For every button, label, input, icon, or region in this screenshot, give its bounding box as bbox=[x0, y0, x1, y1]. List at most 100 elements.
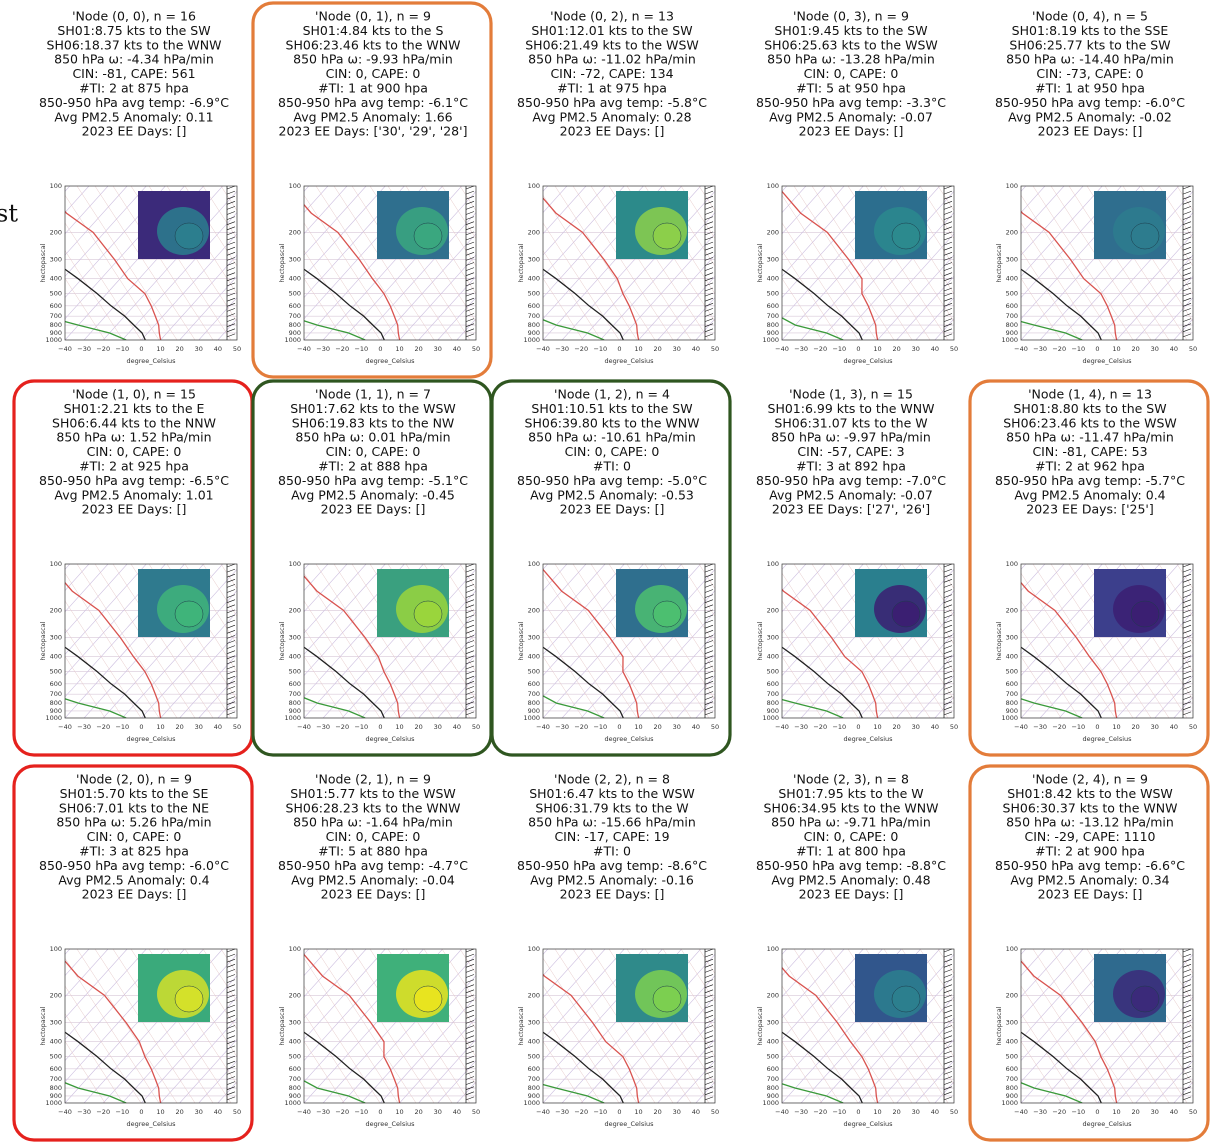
wind-barb bbox=[1183, 625, 1191, 628]
wind-barb bbox=[466, 1092, 474, 1095]
wind-barb bbox=[944, 329, 952, 332]
panel-text: Avg PM2.5 Anomaly: -0.07 bbox=[769, 487, 933, 502]
panel-text: 850-950 hPa avg temp: -3.3°C bbox=[756, 95, 946, 110]
wind-barb bbox=[705, 1026, 713, 1029]
wind-barb bbox=[227, 584, 235, 587]
x-axis-label: degree_Celsius bbox=[126, 1120, 176, 1128]
wind-barb bbox=[466, 237, 474, 240]
wind-barb bbox=[466, 268, 474, 271]
wind-barb bbox=[705, 954, 713, 957]
y-tick-label: 200 bbox=[50, 991, 62, 999]
x-axis-label: degree_Celsius bbox=[365, 735, 415, 743]
wind-barb bbox=[944, 206, 952, 209]
wind-barb bbox=[1183, 237, 1191, 240]
x-tick-label: −40 bbox=[1014, 345, 1028, 353]
wind-barb bbox=[466, 1071, 474, 1074]
wind-barb bbox=[944, 268, 952, 271]
adiabat bbox=[501, 186, 601, 340]
y-tick-label: 100 bbox=[767, 182, 779, 190]
isotherm bbox=[715, 949, 854, 1103]
wind-barb bbox=[944, 186, 952, 189]
x-axis-label: degree_Celsius bbox=[604, 357, 654, 365]
y-tick-label: 500 bbox=[50, 1053, 62, 1061]
panel-text: SH06:19.83 kts to the NW bbox=[292, 415, 455, 430]
panel-text: SH01:8.80 kts to the SW bbox=[1013, 401, 1166, 416]
x-tick-label: 20 bbox=[415, 1108, 423, 1116]
wind-barb bbox=[1183, 1000, 1191, 1003]
y-tick-label: 800 bbox=[767, 699, 779, 707]
isotherm bbox=[677, 949, 816, 1103]
y-tick-label: 200 bbox=[50, 606, 62, 614]
x-tick-label: 40 bbox=[931, 1108, 939, 1116]
x-tick-label: −40 bbox=[58, 1108, 72, 1116]
adiabat bbox=[740, 186, 840, 340]
x-tick-label: 50 bbox=[472, 723, 480, 731]
x-tick-label: −10 bbox=[832, 723, 846, 731]
panel-text: #TI: 1 at 800 hpa bbox=[796, 844, 906, 859]
x-tick-label: −20 bbox=[96, 723, 110, 731]
wind-barb bbox=[466, 651, 474, 654]
x-tick-label: 10 bbox=[395, 723, 403, 731]
x-tick-label: 30 bbox=[673, 345, 681, 353]
wind-barb bbox=[1183, 268, 1191, 271]
wind-barb bbox=[227, 1051, 235, 1054]
y-axis-label: hectopascal bbox=[756, 243, 764, 282]
wind-barb bbox=[705, 237, 713, 240]
profile bbox=[710, 186, 862, 340]
isotherm bbox=[906, 186, 1045, 340]
isotherm bbox=[189, 564, 328, 718]
isotherm bbox=[715, 564, 854, 718]
y-tick-label: 800 bbox=[289, 1084, 301, 1092]
panel-text: SH06:25.77 kts to the SW bbox=[1009, 37, 1170, 52]
panel-text: SH01:12.01 kts to the SW bbox=[531, 23, 692, 38]
x-axis-label: degree_Celsius bbox=[365, 357, 415, 365]
y-tick-label: 700 bbox=[1006, 312, 1018, 320]
wind-barb bbox=[705, 1036, 713, 1039]
isotherm bbox=[696, 186, 835, 340]
wind-barb bbox=[227, 263, 235, 266]
y-axis-label: hectopascal bbox=[995, 1006, 1003, 1045]
panel-text: SH06:31.79 kts to the W bbox=[535, 800, 688, 815]
wind-barb bbox=[944, 975, 952, 978]
panel-text: CIN: 0, CAPE: 0 bbox=[326, 66, 421, 81]
wind-barb bbox=[944, 319, 952, 322]
wind-barb bbox=[466, 666, 474, 669]
panel-text: SH01:8.19 kts to the SSE bbox=[1012, 23, 1169, 38]
panel-text: 850 hPa ω: -9.71 hPa/min bbox=[771, 815, 931, 830]
panel-text: SH01:8.42 kts to the WSW bbox=[1007, 786, 1173, 801]
y-tick-label: 500 bbox=[767, 1053, 779, 1061]
wind-barb bbox=[227, 1000, 235, 1003]
x-tick-label: 50 bbox=[711, 1108, 719, 1116]
x-tick-label: −30 bbox=[555, 723, 569, 731]
x-tick-label: 50 bbox=[950, 723, 958, 731]
wind-barb bbox=[705, 1031, 713, 1034]
panel-text: #TI: 1 at 900 hpa bbox=[318, 81, 428, 96]
x-tick-label: −10 bbox=[1071, 723, 1085, 731]
y-tick-label: 700 bbox=[1006, 1075, 1018, 1083]
wind-barb bbox=[466, 319, 474, 322]
x-tick-label: 10 bbox=[156, 1108, 164, 1116]
x-tick-label: 50 bbox=[233, 345, 241, 353]
y-tick-label: 400 bbox=[528, 275, 540, 283]
wind-barb bbox=[944, 615, 952, 618]
isotherm bbox=[954, 949, 1093, 1103]
y-tick-label: 400 bbox=[528, 653, 540, 661]
x-tick-label: −20 bbox=[96, 1108, 110, 1116]
x-tick-label: 30 bbox=[434, 1108, 442, 1116]
x-tick-label: −10 bbox=[115, 345, 129, 353]
panel-text: #TI: 0 bbox=[593, 844, 631, 859]
wind-barb bbox=[227, 206, 235, 209]
y-tick-label: 300 bbox=[50, 633, 62, 641]
x-tick-label: 0 bbox=[617, 345, 621, 353]
wind-barb bbox=[227, 625, 235, 628]
panel-text: 2023 EE Days: [] bbox=[560, 502, 665, 517]
panel-text: CIN: -72, CAPE: 134 bbox=[550, 66, 673, 81]
y-tick-label: 800 bbox=[1006, 699, 1018, 707]
wind-barb bbox=[705, 666, 713, 669]
panel-text: 'Node (0, 4), n = 5 bbox=[1032, 9, 1148, 24]
wind-barb bbox=[466, 288, 474, 291]
inset-contour bbox=[892, 986, 920, 1012]
wind-barb bbox=[705, 646, 713, 649]
inset-contour bbox=[175, 601, 203, 627]
wind-barb bbox=[466, 247, 474, 250]
